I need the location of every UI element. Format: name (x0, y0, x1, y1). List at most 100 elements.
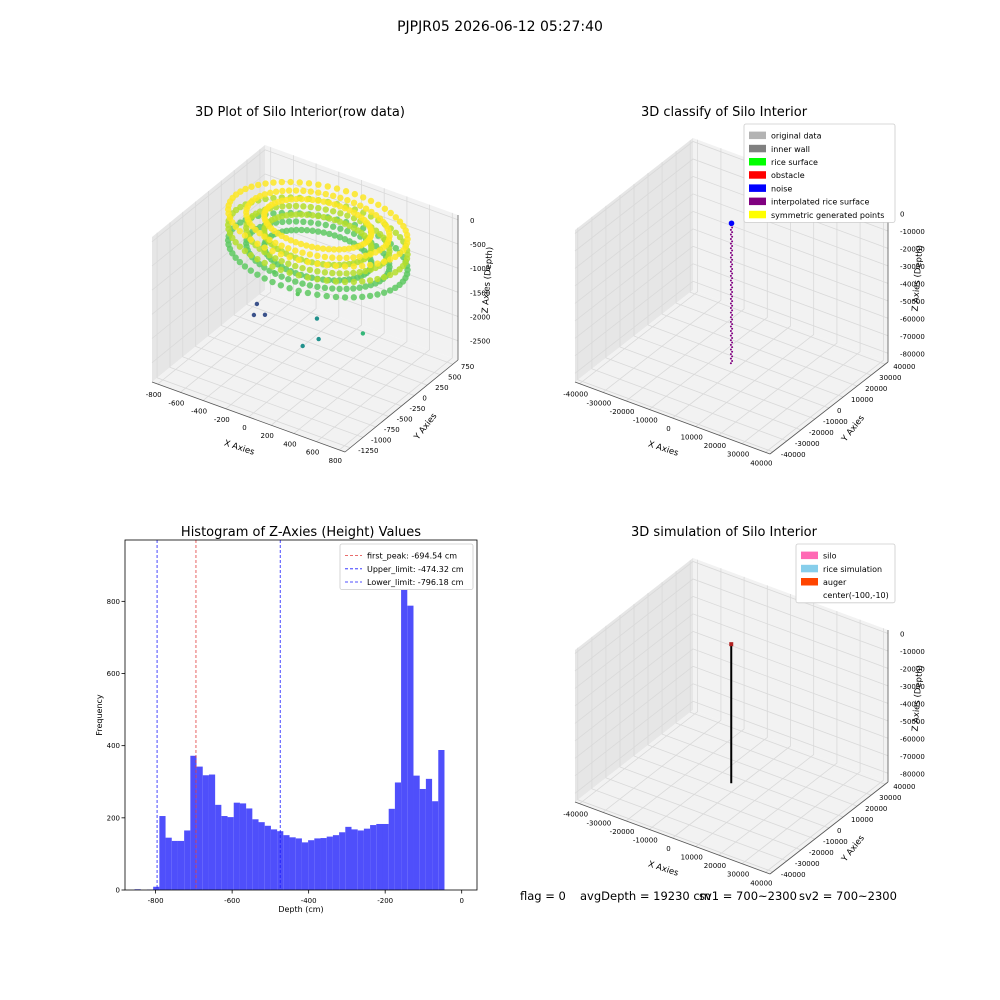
ring-point (256, 230, 263, 237)
x-tick-label: -10000 (633, 836, 658, 844)
ring-point (303, 211, 311, 218)
column-point (729, 228, 732, 231)
z-tick-label: -10000 (900, 648, 925, 656)
ring-point (293, 226, 300, 234)
legend-label: interpolated rice surface (771, 198, 869, 207)
y-gridline (591, 216, 788, 442)
column-point (731, 323, 734, 326)
z-tick-label: -20000 (900, 245, 925, 253)
ring-point (285, 187, 293, 194)
y-gridline (156, 232, 351, 449)
x-gridline (602, 568, 722, 813)
y-tick-label: 250 (435, 384, 448, 392)
histogram-bar (264, 825, 271, 890)
ring-point (341, 205, 349, 212)
y-gridline (195, 201, 389, 417)
x-tick-label: 0 (242, 424, 246, 432)
column-point (731, 272, 734, 275)
ring-point (270, 179, 277, 186)
ring-point (300, 187, 307, 195)
ring-point (247, 267, 255, 274)
ring-point (329, 192, 337, 200)
ring-point (360, 240, 368, 247)
y-gridline (220, 180, 415, 396)
legend-label: rice surface (771, 158, 818, 167)
ring-point (330, 246, 338, 253)
y-tick-label: 500 (448, 374, 461, 382)
ring-point (293, 195, 300, 203)
histogram-bar (308, 840, 315, 890)
ring-point (386, 287, 394, 294)
histogram-bar (153, 886, 160, 890)
z-tick-label: -1000 (470, 265, 490, 273)
ring-point (392, 269, 399, 276)
x-tick-label: 40000 (750, 459, 772, 467)
ring-point (329, 285, 336, 292)
ring-point (336, 270, 343, 277)
y-axis-label: Y Axies (412, 411, 440, 443)
ring-point (343, 285, 350, 293)
ring-point (320, 213, 327, 221)
x-axis-line (151, 381, 346, 453)
ring-point (336, 233, 344, 241)
y-tick-label: 800 (107, 598, 120, 606)
ring-point (269, 263, 276, 270)
column-point (729, 362, 732, 365)
column-point (729, 265, 732, 268)
column-top-marker (729, 642, 734, 647)
x-tick-label: 0 (459, 897, 463, 905)
histogram-bar (351, 829, 358, 890)
ring-point (304, 274, 312, 281)
z-gridline (151, 149, 459, 243)
ring-point (269, 247, 276, 255)
column-point (731, 235, 734, 238)
y-tick-label: 200 (107, 814, 120, 822)
y-tick-label: -750 (384, 426, 400, 434)
ring-point (292, 278, 299, 285)
y-tick-label: -20000 (809, 429, 834, 437)
z-gridline (574, 665, 889, 759)
x-tick-label: 800 (329, 457, 342, 465)
ring-point (293, 211, 300, 218)
simulation-3d-plot: 3D simulation of Silo Interior-40000-300… (563, 525, 925, 887)
x-axis-line (574, 381, 771, 455)
x-gridline (741, 619, 861, 865)
x-tick-label: 30000 (727, 871, 749, 879)
ring-point (285, 276, 292, 283)
z-tick-label: -70000 (900, 753, 925, 761)
chart-title: 3D Plot of Silo Interior(row data) (195, 105, 405, 120)
ring-point (288, 211, 295, 219)
ring-point (329, 208, 337, 215)
legend-label: auger (823, 578, 847, 587)
ring-point (300, 218, 307, 226)
column-point (729, 293, 732, 296)
legend-label: obstacle (771, 171, 805, 180)
y-tick-label: -40000 (781, 871, 806, 879)
legend-frame (339, 543, 474, 590)
y-tick-label: -250 (410, 405, 426, 413)
ring-point (278, 273, 285, 280)
column-point (731, 231, 734, 234)
ring-point (374, 291, 381, 298)
y-gridline (605, 205, 802, 431)
ring-point (315, 220, 322, 227)
y-gridline (619, 195, 816, 420)
histogram-bar (326, 836, 333, 890)
column-point (731, 249, 734, 252)
legend-label: symmetric generated points (771, 211, 884, 220)
ring-point (254, 271, 261, 278)
y-axis-line (769, 361, 889, 455)
ring-point (350, 269, 357, 277)
histogram-bar (419, 788, 426, 890)
column-point (729, 242, 732, 245)
x-gridline (316, 204, 431, 443)
z-tick-label: -40000 (900, 700, 925, 708)
ring-point (286, 285, 293, 292)
ring-point (324, 183, 331, 190)
x-tick-label: -200 (377, 897, 393, 905)
ring-point (396, 218, 404, 225)
x-tick-label: -30000 (586, 819, 611, 827)
x-axis-label: Depth (cm) (278, 905, 323, 914)
status-footer: flag = 0 avgDepth = 19230 cm sv1 = 700~2… (520, 889, 897, 903)
histogram-bar (184, 830, 191, 890)
